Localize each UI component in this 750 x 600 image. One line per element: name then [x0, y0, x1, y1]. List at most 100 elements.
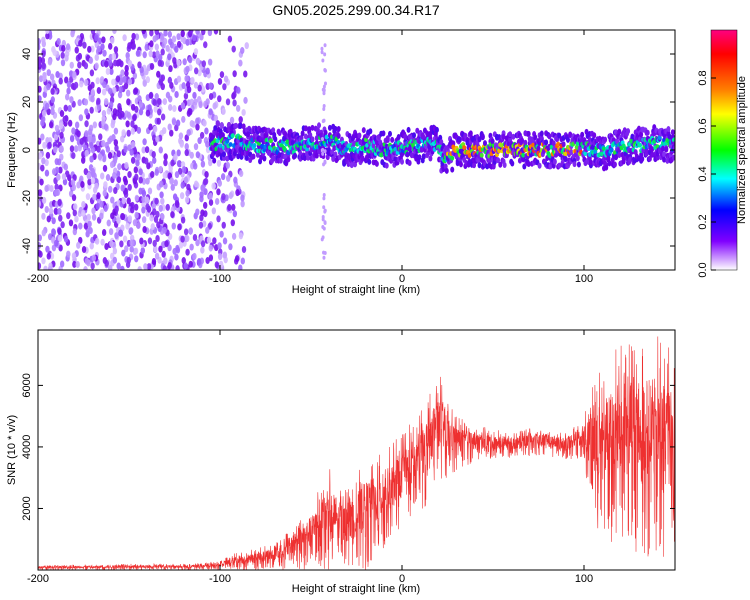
heatmap-cell [428, 155, 433, 162]
heatmap-cell [235, 104, 241, 112]
heatmap-cell [38, 200, 42, 208]
heatmap-cell [200, 160, 206, 168]
heatmap-cell [94, 54, 99, 62]
heatmap-cell [69, 135, 75, 143]
heatmap-cell [234, 122, 239, 129]
heatmap-cell [49, 252, 55, 260]
heatmap-cell [137, 95, 142, 103]
y-tick-label: -40 [21, 238, 33, 254]
heatmap-cell [396, 134, 401, 141]
heatmap-cell [60, 51, 65, 59]
heatmap-cell [103, 123, 109, 131]
heatmap-cell [122, 76, 127, 84]
heatmap-cell [176, 59, 181, 67]
heatmap-cell [42, 74, 47, 82]
heatmap-cell [83, 222, 89, 230]
colorbar-tick-label: 0.8 [697, 70, 709, 85]
heatmap-cell [107, 185, 113, 193]
heatmap-cell [152, 239, 157, 247]
heatmap-cell [77, 99, 82, 107]
heatmap-cell [90, 81, 95, 89]
heatmap-cell [502, 161, 507, 168]
heatmap-cell [155, 135, 160, 143]
heatmap-cell [38, 95, 42, 103]
heatmap-cell [152, 156, 157, 164]
heatmap-cell [101, 155, 107, 163]
heatmap-cell [162, 37, 168, 45]
heatmap-cell [300, 130, 305, 137]
heatmap-cell [647, 155, 652, 162]
heatmap-cell [54, 124, 60, 132]
heatmap-cell [168, 103, 173, 111]
heatmap-cell [327, 124, 332, 131]
heatmap-cell [144, 157, 149, 165]
colorbar-title: Normalized spectral amplitude [736, 76, 748, 224]
heatmap-cell [86, 213, 91, 221]
heatmap-cell [182, 58, 187, 66]
heatmap-cell [171, 35, 177, 43]
heatmap-cell [110, 121, 115, 129]
heatmap-cell [57, 199, 62, 207]
heatmap-cell [238, 170, 244, 178]
y-tick-label: 0 [21, 147, 33, 153]
heatmap-cell [97, 153, 103, 161]
heatmap-cell [141, 30, 146, 35]
heatmap-cell [227, 35, 233, 43]
heatmap-cell [121, 129, 126, 137]
heatmap-cell [219, 71, 225, 79]
heatmap-cell [477, 162, 482, 169]
heatmap-cell [174, 171, 180, 179]
heatmap-cell [510, 160, 515, 167]
heatmap-cell [227, 203, 232, 211]
heatmap-cell [205, 257, 210, 265]
heatmap-cell [155, 234, 160, 242]
heatmap-cell [41, 212, 46, 220]
heatmap-cell [41, 36, 46, 44]
heatmap-cell [211, 182, 216, 190]
heatmap-cell [192, 34, 197, 42]
heatmap-cell [252, 142, 257, 148]
y-tick-label: 4000 [21, 435, 33, 459]
heatmap-cell [76, 181, 81, 189]
heatmap-cell [41, 196, 47, 204]
heatmap-cell [583, 151, 588, 157]
heatmap-cell [108, 135, 114, 143]
heatmap-cell [132, 114, 137, 122]
heatmap-cell [118, 86, 123, 94]
heatmap-cell [670, 129, 675, 136]
heatmap-cell [177, 167, 183, 175]
heatmap-cell [127, 78, 133, 86]
heatmap-cell [536, 145, 541, 152]
heatmap-cell [200, 240, 206, 248]
heatmap-cell [102, 257, 108, 265]
heatmap-cell [662, 151, 667, 158]
heatmap-cell [120, 224, 125, 232]
heatmap-cell [205, 226, 210, 234]
heatmap-cell [160, 197, 165, 205]
heatmap-cell [164, 240, 169, 248]
heatmap-cell [286, 156, 291, 163]
heatmap-cell [229, 116, 235, 124]
heatmap-cell [142, 79, 147, 87]
colorbar-ticks: 0.0 0.2 0.4 0.6 0.8 [697, 70, 716, 278]
heatmap-cell [160, 113, 166, 121]
heatmap-cell [231, 203, 236, 211]
heatmap-cell [127, 171, 132, 179]
heatmap-cell [232, 99, 237, 107]
heatmap-cell [189, 243, 194, 251]
heatmap-cell [157, 59, 163, 67]
heatmap-cell [195, 239, 200, 247]
heatmap-cell [79, 175, 84, 183]
heatmap-cell [135, 159, 140, 167]
heatmap-cell [43, 265, 48, 270]
heatmap-cell [119, 60, 124, 68]
y-tick-label: -20 [21, 190, 33, 206]
heatmap-cell [193, 143, 199, 151]
heatmap-cell [66, 212, 71, 220]
heatmap-cell [167, 261, 172, 269]
heatmap-cell [552, 158, 557, 165]
heatmap-cell [115, 75, 121, 83]
heatmap-cell [75, 260, 80, 268]
heatmap-cell [72, 70, 77, 78]
heatmap-cell [143, 263, 148, 270]
